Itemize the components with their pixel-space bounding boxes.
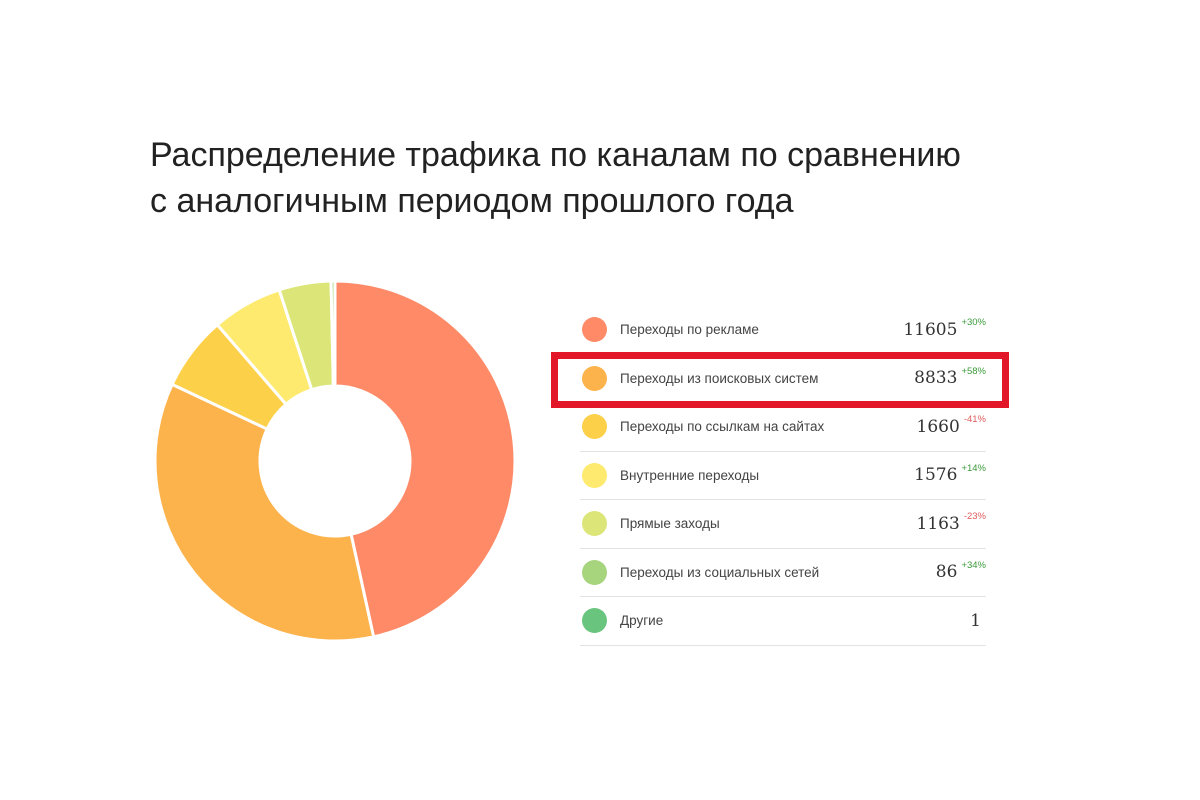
legend-change: +14% <box>961 462 986 474</box>
legend-color-dot <box>582 462 607 488</box>
legend-row: Переходы по рекламе 11605 +30% <box>580 306 986 355</box>
legend-row: Прямые заходы 1163 -23% <box>580 500 986 549</box>
legend-value: 1576 <box>914 465 958 486</box>
legend-value: 1163 <box>916 513 960 534</box>
legend-label: Другие <box>620 613 664 629</box>
page-title: Распределение трафика по каналам по срав… <box>150 136 961 220</box>
legend-value: 86 <box>935 562 958 583</box>
legend-label: Переходы из поисковых систем <box>620 370 819 386</box>
legend-value: 1660 <box>916 416 960 437</box>
chart-legend: Переходы по рекламе 11605 +30% Переходы из … <box>580 306 986 646</box>
legend-color-dot <box>582 559 607 585</box>
legend-label: Прямые заходы <box>620 516 720 532</box>
legend-label: Переходы по ссылкам на сайтах <box>620 419 825 435</box>
legend-color-dot <box>582 414 607 440</box>
legend-color-dot <box>582 317 607 343</box>
legend-change: +34% <box>961 559 986 571</box>
donut-chart <box>150 276 520 646</box>
donut-svg <box>153 279 517 643</box>
legend-color-dot <box>582 365 607 391</box>
legend-row: Другие 1 <box>580 597 986 646</box>
legend-change: -23% <box>963 511 986 523</box>
legend-label: Переходы из социальных сетей <box>620 564 820 580</box>
legend-change: -41% <box>963 414 986 426</box>
legend-row: Внутренние переходы 1576 +14% <box>580 452 986 500</box>
legend-row: Переходы из поисковых систем 8833 +58% <box>580 355 986 403</box>
legend-row: Переходы по ссылкам на сайтах 1660 -41% <box>580 403 986 452</box>
donut-slice-1 <box>333 279 517 639</box>
legend-color-dot <box>582 608 607 634</box>
donut-slice-2 <box>153 382 376 643</box>
legend-label: Переходы по рекламе <box>620 322 759 338</box>
legend-change: +58% <box>961 365 986 377</box>
legend-change: +30% <box>961 317 986 329</box>
legend-value: 1 <box>970 610 981 631</box>
legend-value: 8833 <box>914 368 958 389</box>
legend-value: 11605 <box>903 319 958 340</box>
legend-label: Внутренние переходы <box>620 467 760 483</box>
legend-row: Переходы из социальных сетей 86 +34% <box>580 549 986 597</box>
legend-color-dot <box>582 511 607 537</box>
